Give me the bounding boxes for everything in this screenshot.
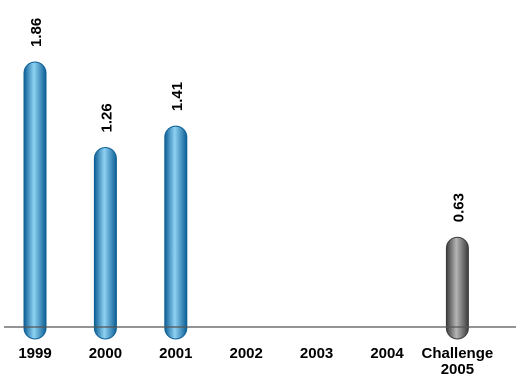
x-tick-label: 2000 [89, 345, 122, 362]
bar [23, 61, 47, 340]
x-tick-label: Challenge [422, 345, 494, 362]
bar [164, 125, 188, 340]
x-tick-label: 2004 [370, 345, 404, 362]
data-label: 0.63 [450, 193, 467, 222]
x-tick-label: 2003 [300, 345, 333, 362]
data-label: 1.41 [169, 82, 186, 111]
bar [93, 146, 117, 340]
x-tick-label: 2005 [441, 361, 474, 378]
x-tick-label: 2002 [230, 345, 263, 362]
x-tick-label: 2001 [159, 345, 192, 362]
bar [445, 236, 469, 340]
bars-group [23, 61, 469, 340]
data-label: 1.86 [28, 18, 45, 47]
x-tick-label: 1999 [18, 345, 51, 362]
data-label: 1.26 [98, 103, 115, 132]
data-labels: 1.86 1.26 1.41 0.63 [28, 18, 467, 222]
